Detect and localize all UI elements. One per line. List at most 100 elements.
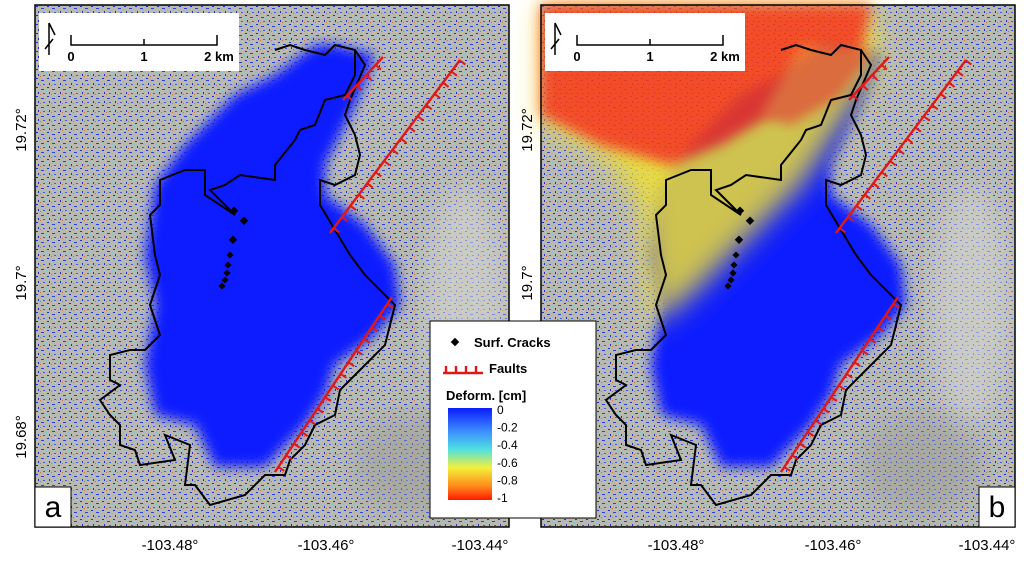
fault-tick [872,182,880,189]
fault-tick [853,361,861,367]
fault-tick [864,193,872,200]
fault-tick [799,442,807,449]
fault-tick [450,70,458,77]
fault-tick [814,419,822,426]
fault-tick [417,115,424,122]
fault-tick [301,431,309,437]
fault-tick [783,466,791,472]
fault-tick [861,84,869,91]
colorbar-label: 0 [497,403,504,417]
fault-tick [355,349,363,356]
fault-tick [459,59,466,66]
fault-tick [386,303,394,309]
fault-tick [332,384,340,391]
y-tick-label: 19.72° [519,108,536,152]
fault-tick [355,84,363,91]
fault-tick [358,193,366,200]
fault-tick [855,205,863,211]
fault-tick [346,94,353,102]
fault-tick [892,303,900,309]
panel-label: b [989,491,1006,524]
fault-tick [316,407,324,414]
fault-tick [293,442,301,449]
fault-tick [363,338,371,344]
fault-tick [366,182,374,189]
fault-tick [433,93,441,99]
fault-tick [931,104,939,111]
scale-label: 1 [140,49,147,64]
fault-tick [877,326,885,333]
fault-tick [383,160,391,167]
scale-label: 2 km [204,49,234,64]
legend-label: Surf. Cracks [474,335,551,350]
colorbar-label: -0.6 [497,456,518,470]
fault-tick [839,227,846,234]
y-tick-label: 19.7° [13,265,30,300]
scale-label: 2 km [710,49,740,64]
fault-tick [822,407,830,414]
fault-tick [375,171,382,178]
scale-label: 0 [67,49,74,64]
x-tick-label: -103.46° [298,537,355,554]
y-tick-label: 19.68° [13,415,30,459]
fault-tick [442,81,450,88]
fault-tick [847,216,855,223]
fault-tick [948,81,956,88]
colorbar-label: -0.4 [497,438,518,452]
x-axis: -103.48° -103.46° -103.44° -103.48° -103… [142,537,1016,554]
fault-tick [425,104,433,111]
fault-tick [884,314,892,321]
fault-tick [378,314,386,321]
x-tick-label: -103.46° [805,537,862,554]
fault-tick [400,137,408,144]
x-tick-label: -103.44° [959,537,1016,554]
fault-ticks [783,59,972,472]
colorbar-label: -1 [497,491,508,505]
fault-tick [375,64,382,71]
fault-tick [871,74,878,81]
fault-tick [881,64,888,71]
fault-tick [285,454,293,461]
fault-tick [408,126,416,133]
scale-label: 1 [646,49,653,64]
fault-tick [349,205,357,211]
fault-tick [956,70,964,77]
legend-title: Deform. [cm] [446,388,526,403]
fault-ticks [277,59,466,472]
fault-tick [277,466,285,472]
legend-label: Faults [489,361,527,376]
x-tick-label: -103.48° [648,537,705,554]
fault-tick [852,94,859,102]
fault-tick [914,126,922,133]
fault-tick [791,454,799,461]
fault-tick [365,74,372,81]
fault-tick [324,396,332,402]
colorbar-label: -0.8 [497,473,518,487]
fault-tick [897,149,905,155]
panel-label: a [45,491,62,524]
fault-tick [838,384,846,391]
fault-tick [371,326,379,333]
fault-tick [347,361,355,367]
fault-tick [923,115,930,122]
fault-tick [889,160,897,167]
y-tick-label: 19.7° [519,265,536,300]
x-tick-label: -103.44° [452,537,509,554]
legend: Surf. Cracks Faults Deform. [cm] 0 -0.2 -0… [429,320,597,519]
fault-tick [861,349,869,356]
fault-tick [881,171,888,178]
fault-tick [391,149,399,155]
fault-tick [846,373,853,379]
fault-tick [965,59,972,66]
fault-tick [807,431,815,437]
fault-tick [340,373,347,379]
fault-tick [341,216,349,223]
x-tick-label: -103.48° [142,537,199,554]
panel-b: 0 1 2 km b [540,4,1016,528]
colorbar-label: -0.2 [497,421,518,435]
fault-tick [869,338,877,344]
y-tick-label: 19.72° [13,108,30,152]
fault-tick [906,137,914,144]
panel-a: 0 1 2 km a [34,4,510,528]
